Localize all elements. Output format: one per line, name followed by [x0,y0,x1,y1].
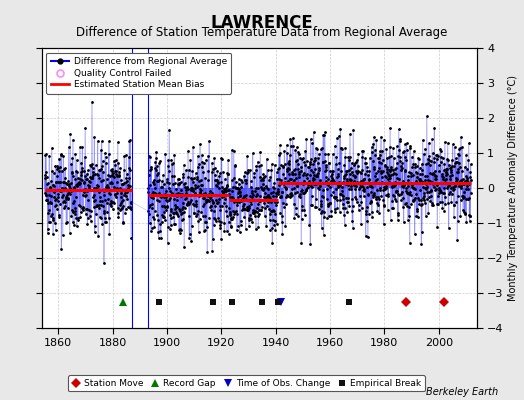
Text: Berkeley Earth: Berkeley Earth [425,387,498,397]
Legend: Station Move, Record Gap, Time of Obs. Change, Empirical Break: Station Move, Record Gap, Time of Obs. C… [68,375,425,392]
Text: LAWRENCE: LAWRENCE [211,14,313,32]
Y-axis label: Monthly Temperature Anomaly Difference (°C): Monthly Temperature Anomaly Difference (… [508,75,518,301]
Legend: Difference from Regional Average, Quality Control Failed, Estimated Station Mean: Difference from Regional Average, Qualit… [47,52,231,94]
Text: Difference of Station Temperature Data from Regional Average: Difference of Station Temperature Data f… [77,26,447,39]
